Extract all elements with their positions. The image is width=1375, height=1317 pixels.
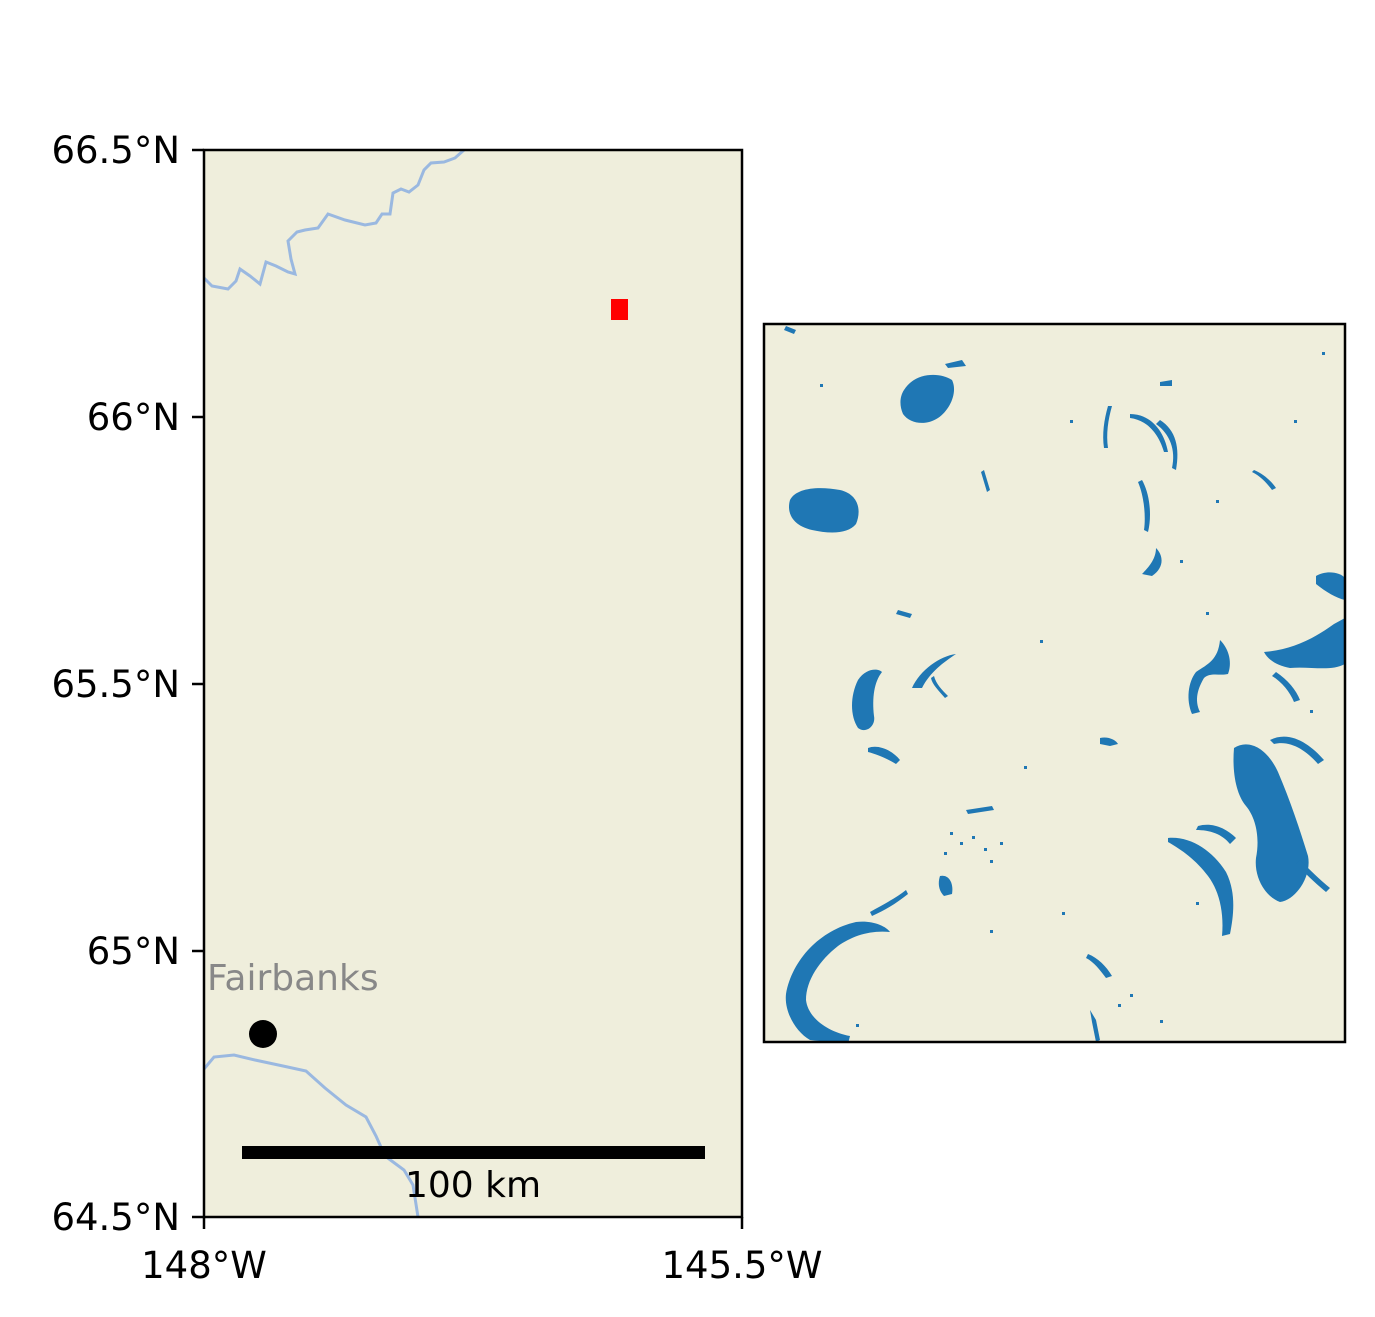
lat-tick-label: 66°N xyxy=(87,396,180,439)
river-north xyxy=(202,148,465,291)
water-bodies xyxy=(784,326,1345,1042)
fairbanks-label: Fairbanks xyxy=(207,958,379,999)
lake xyxy=(1316,572,1345,600)
lake xyxy=(788,488,859,533)
lat-tick-label: 65°N xyxy=(87,930,180,973)
overview-land xyxy=(204,150,742,1217)
lake xyxy=(785,921,890,1042)
scale-bar xyxy=(242,1146,705,1159)
lat-tick-label: 66.5°N xyxy=(51,129,180,172)
overview-map: Fairbanks 100 km 66.5°N 66°N 65.5°N 65°N… xyxy=(51,129,822,1287)
lake xyxy=(1233,744,1309,902)
lon-axis xyxy=(202,1217,744,1229)
lake xyxy=(900,374,955,423)
study-area-marker xyxy=(611,299,628,320)
lake xyxy=(1168,837,1234,936)
lake xyxy=(852,669,882,731)
lat-tick-label: 65.5°N xyxy=(51,663,180,706)
lake xyxy=(1264,618,1345,669)
detail-map xyxy=(762,322,1347,1044)
lat-axis xyxy=(192,148,204,1219)
detail-frame xyxy=(762,322,1347,1044)
lat-tick-label: 64.5°N xyxy=(51,1196,180,1239)
fairbanks-point xyxy=(249,1020,277,1048)
river-south xyxy=(202,1053,420,1218)
lon-tick-label: 148°W xyxy=(141,1244,267,1287)
water-specks xyxy=(820,352,1325,1027)
lon-tick-label: 145.5°W xyxy=(661,1244,822,1287)
scale-bar-label: 100 km xyxy=(405,1165,541,1206)
